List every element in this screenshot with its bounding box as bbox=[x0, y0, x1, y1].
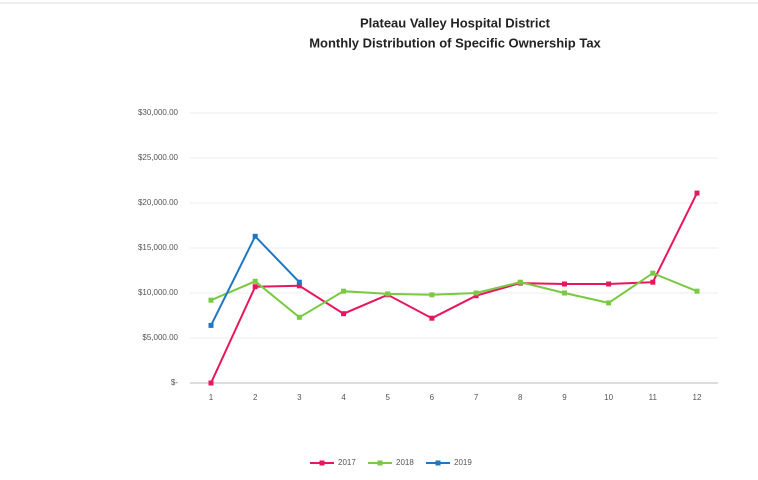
y-tick-label: $15,000.00 bbox=[138, 243, 179, 252]
point bbox=[341, 311, 347, 317]
point bbox=[429, 292, 435, 298]
point bbox=[650, 270, 656, 276]
point bbox=[296, 314, 302, 320]
point bbox=[429, 315, 435, 321]
series-line bbox=[210, 272, 698, 319]
y-tick-label: $5,000.00 bbox=[142, 333, 178, 342]
x-tick-label: 8 bbox=[518, 393, 523, 402]
x-tick-label: 4 bbox=[341, 393, 346, 402]
legend-label: 2019 bbox=[454, 458, 472, 467]
point bbox=[296, 279, 302, 285]
x-tick-label: 6 bbox=[430, 393, 435, 402]
point bbox=[208, 380, 214, 386]
point bbox=[517, 279, 523, 285]
point bbox=[252, 284, 258, 290]
y-tick-label: $- bbox=[171, 378, 178, 387]
x-tick-label: 12 bbox=[693, 393, 702, 402]
x-tick-label: 3 bbox=[297, 393, 302, 402]
x-tick-label: 2 bbox=[253, 393, 258, 402]
y-tick-label: $25,000.00 bbox=[138, 153, 179, 162]
x-tick-label: 9 bbox=[562, 393, 567, 402]
point bbox=[385, 291, 391, 297]
point bbox=[208, 322, 214, 328]
y-tick-label: $10,000.00 bbox=[138, 288, 179, 297]
y-tick-label: $20,000.00 bbox=[138, 198, 179, 207]
point bbox=[606, 281, 612, 287]
y-tick-label: $30,000.00 bbox=[138, 108, 179, 117]
point bbox=[473, 293, 479, 299]
point bbox=[252, 233, 258, 239]
legend-marker bbox=[377, 460, 383, 466]
point bbox=[694, 190, 700, 196]
point bbox=[252, 278, 258, 284]
point bbox=[561, 290, 567, 296]
legend-marker bbox=[319, 460, 325, 466]
series-line bbox=[210, 192, 698, 384]
x-tick-label: 5 bbox=[386, 393, 391, 402]
chart-subtitle: Monthly Distribution of Specific Ownersh… bbox=[309, 35, 601, 50]
x-tick-label: 7 bbox=[474, 393, 479, 402]
point bbox=[296, 283, 302, 289]
point bbox=[473, 290, 479, 296]
x-tick-label: 11 bbox=[649, 393, 658, 402]
legend-label: 2017 bbox=[338, 458, 356, 467]
chart-title: Plateau Valley Hospital District bbox=[360, 15, 551, 30]
point bbox=[341, 288, 347, 294]
point bbox=[606, 300, 612, 306]
point bbox=[650, 279, 656, 285]
x-tick-label: 1 bbox=[209, 393, 214, 402]
point bbox=[694, 288, 700, 294]
point bbox=[208, 297, 214, 303]
legend-label: 2018 bbox=[396, 458, 414, 467]
x-tick-label: 10 bbox=[604, 393, 613, 402]
point bbox=[561, 281, 567, 287]
legend-marker bbox=[435, 460, 441, 466]
